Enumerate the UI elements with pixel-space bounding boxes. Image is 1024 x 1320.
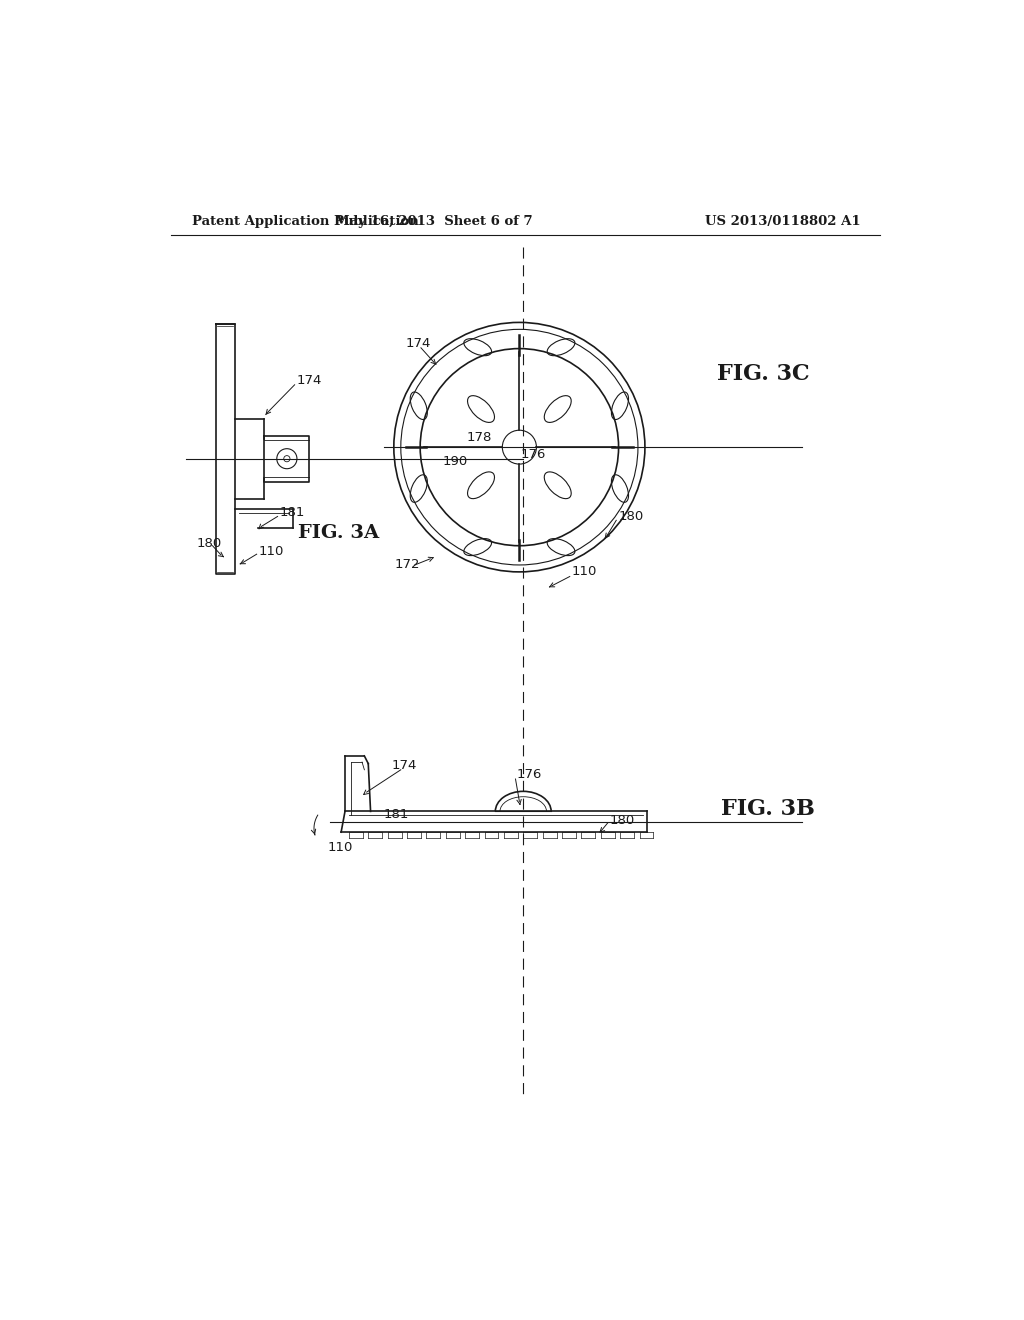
Text: May 16, 2013  Sheet 6 of 7: May 16, 2013 Sheet 6 of 7	[335, 215, 532, 228]
Text: 181: 181	[280, 506, 305, 519]
Text: Patent Application Publication: Patent Application Publication	[191, 215, 418, 228]
Text: 176: 176	[517, 768, 543, 781]
Text: 180: 180	[197, 537, 221, 550]
Text: 174: 174	[391, 759, 417, 772]
Text: 181: 181	[384, 808, 410, 821]
Text: 176: 176	[521, 449, 546, 462]
Text: 110: 110	[258, 545, 284, 557]
Text: 180: 180	[610, 814, 635, 828]
Text: FIG. 3B: FIG. 3B	[721, 799, 815, 820]
Text: 174: 174	[406, 337, 431, 350]
Text: FIG. 3C: FIG. 3C	[717, 363, 810, 385]
Text: FIG. 3A: FIG. 3A	[299, 524, 380, 543]
Text: 174: 174	[297, 374, 323, 387]
Text: 110: 110	[328, 841, 353, 854]
Text: 110: 110	[571, 565, 597, 578]
Text: 190: 190	[442, 454, 467, 467]
Text: 172: 172	[394, 558, 420, 572]
Text: 180: 180	[618, 510, 644, 523]
Text: 178: 178	[467, 432, 493, 445]
Text: US 2013/0118802 A1: US 2013/0118802 A1	[706, 215, 861, 228]
